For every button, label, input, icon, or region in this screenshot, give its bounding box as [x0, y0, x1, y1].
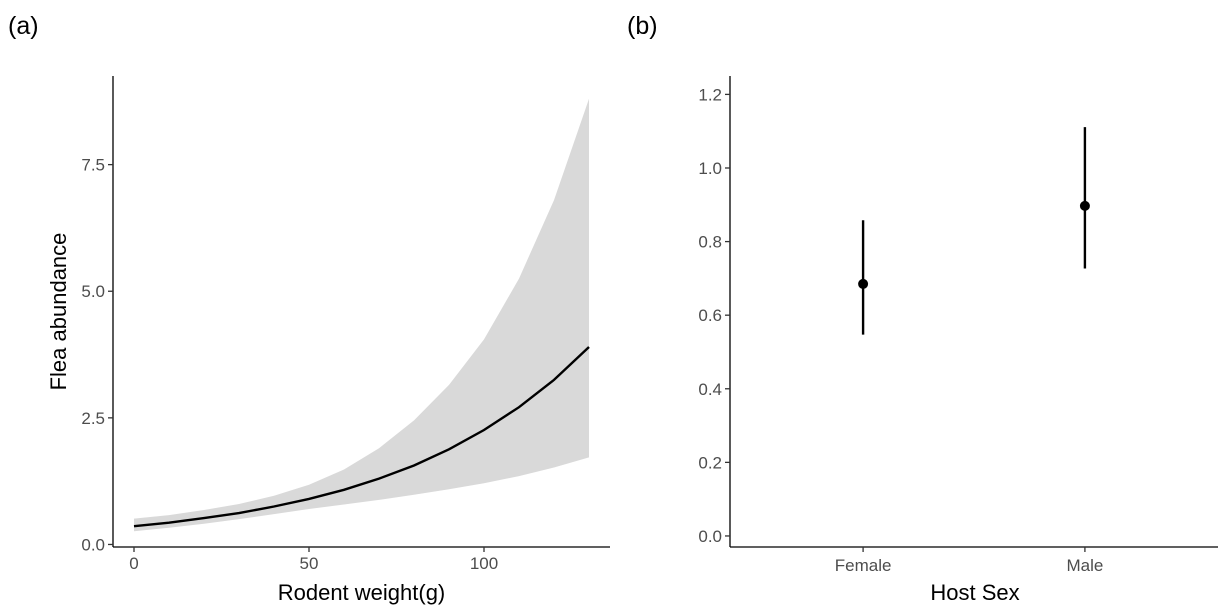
y-tick-label: 0.2	[698, 453, 722, 472]
y-tick-label: 0.6	[698, 306, 722, 325]
x-axis-title: Rodent weight(g)	[278, 580, 446, 605]
y-tick-label: 7.5	[81, 156, 105, 175]
x-tick-label: 50	[300, 554, 319, 573]
y-tick-label: 1.0	[698, 159, 722, 178]
y-tick-label: 5.0	[81, 282, 105, 301]
y-tick-label: 0.8	[698, 233, 722, 252]
data-point	[858, 278, 869, 289]
x-tick-label: Female	[835, 556, 892, 575]
panel-b-label: (b)	[627, 12, 658, 40]
x-tick-label: 0	[129, 554, 138, 573]
y-tick-label: 0.0	[81, 535, 105, 554]
panel-b-chart: 0.0 0.2 0.4 0.6 0.8 1.0 1.2 Female Male Host Sex	[698, 76, 1218, 605]
fitted-line	[133, 346, 590, 528]
x-tick-label: Male	[1066, 556, 1103, 575]
y-tick-label: 0.0	[698, 527, 722, 546]
x-tick-label: 100	[470, 554, 498, 573]
data-point	[1079, 200, 1090, 211]
y-tick-label: 0.4	[698, 380, 722, 399]
panel-a-chart: 0.0 2.5 5.0 7.5 0 50 100 Rodent weight(g) Flea a…	[46, 76, 610, 605]
y-axis-title: Flea abundance	[46, 233, 71, 391]
y-tick-label: 1.2	[698, 85, 722, 104]
confidence-band	[134, 98, 589, 532]
y-tick-label: 2.5	[81, 409, 105, 428]
x-axis-title: Host Sex	[930, 580, 1019, 605]
panel-a-label: (a)	[8, 12, 39, 40]
